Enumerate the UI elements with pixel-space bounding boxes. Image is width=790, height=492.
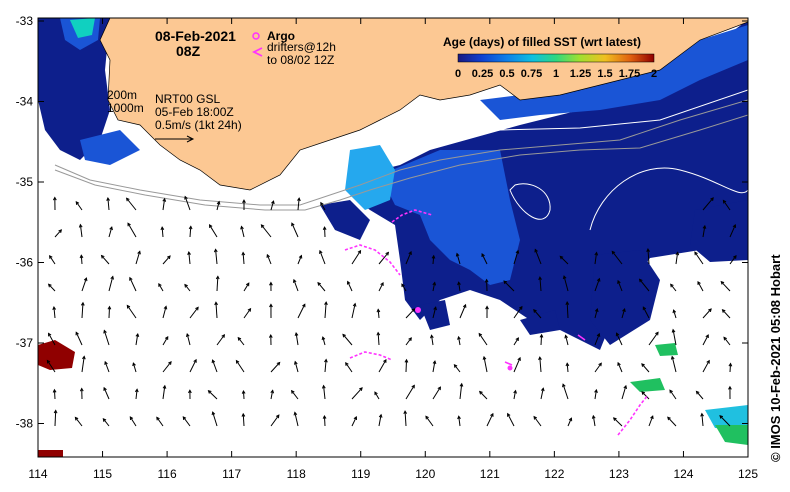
lon-tick-label: 115 xyxy=(93,467,112,481)
lon-tick-label: 125 xyxy=(738,467,758,481)
argo-icon xyxy=(252,32,260,40)
lon-tick-label: 116 xyxy=(158,467,177,481)
argo-floats xyxy=(415,307,513,371)
argo-label: Argo xyxy=(267,29,295,43)
lat-tick-label: -36 xyxy=(16,256,34,270)
lon-tick-label: 119 xyxy=(351,467,370,481)
drifter-tracks xyxy=(344,209,649,436)
lon-tick-label: 122 xyxy=(544,467,564,481)
drifters-line1: drifters@12h xyxy=(267,40,336,54)
lon-tick-label: 124 xyxy=(673,467,693,481)
current-time-label: 05-Feb 18:00Z xyxy=(155,105,234,119)
lat-tick-label: -37 xyxy=(16,336,34,350)
lon-tick-label: 118 xyxy=(287,467,306,481)
colorbar-tick: 0.25 xyxy=(472,68,493,80)
lon-tick-label: 117 xyxy=(222,467,241,481)
credit-label: © IMOS 10-Feb-2021 05:08 Hobart xyxy=(768,254,783,462)
argo-legend: Argo drifters@12h to 08/02 12Z xyxy=(251,29,336,67)
header-date: 08-Feb-2021 xyxy=(155,28,236,44)
lat-tick-label: -34 xyxy=(16,95,34,109)
colorbar-tick: 0.75 xyxy=(521,68,542,80)
lat-tick-label: -35 xyxy=(16,175,34,189)
colorbar-tick: 1.5 xyxy=(597,68,612,80)
isobath-1000m-label: 1000m xyxy=(107,101,144,115)
latitude-axis: -33 -34 -35 -36 -37 -38 xyxy=(16,14,748,431)
current-model-label: NRT00 GSL xyxy=(155,92,220,106)
current-scale-label: 0.5m/s (1kt 24h) xyxy=(155,118,242,132)
colorbar-gradient xyxy=(457,53,655,63)
plot-frame xyxy=(37,17,749,458)
velocity-arrows xyxy=(46,195,737,427)
current-contours xyxy=(419,89,748,231)
colorbar-tick: 1.25 xyxy=(570,68,591,80)
lon-tick-label: 120 xyxy=(415,467,435,481)
colorbar-tick: 0 xyxy=(455,68,461,80)
scale-arrow xyxy=(155,135,195,143)
lon-tick-label: 123 xyxy=(609,467,629,481)
colorbar-title: Age (days) of filled SST (wrt latest) xyxy=(443,35,641,49)
isobath-200m-label: 200m xyxy=(107,88,137,102)
colorbar-tick: 1.75 xyxy=(619,68,640,80)
lat-tick-label: -33 xyxy=(16,14,34,28)
longitude-axis: 114 115 116 117 118 119 120 121 122 123 124 125 xyxy=(28,18,758,481)
colorbar-tick: 2 xyxy=(651,68,657,80)
colorbar-tick: 0.5 xyxy=(499,68,514,80)
drifter-icon xyxy=(251,47,263,57)
lon-tick-label: 114 xyxy=(28,467,47,481)
lat-tick-label: -38 xyxy=(16,417,34,431)
colorbar-tick: 1 xyxy=(553,68,559,80)
isobath-contours xyxy=(54,99,748,211)
lon-tick-label: 121 xyxy=(480,467,500,481)
header-time: 08Z xyxy=(176,43,201,59)
drifters-line2: to 08/02 12Z xyxy=(267,53,334,67)
